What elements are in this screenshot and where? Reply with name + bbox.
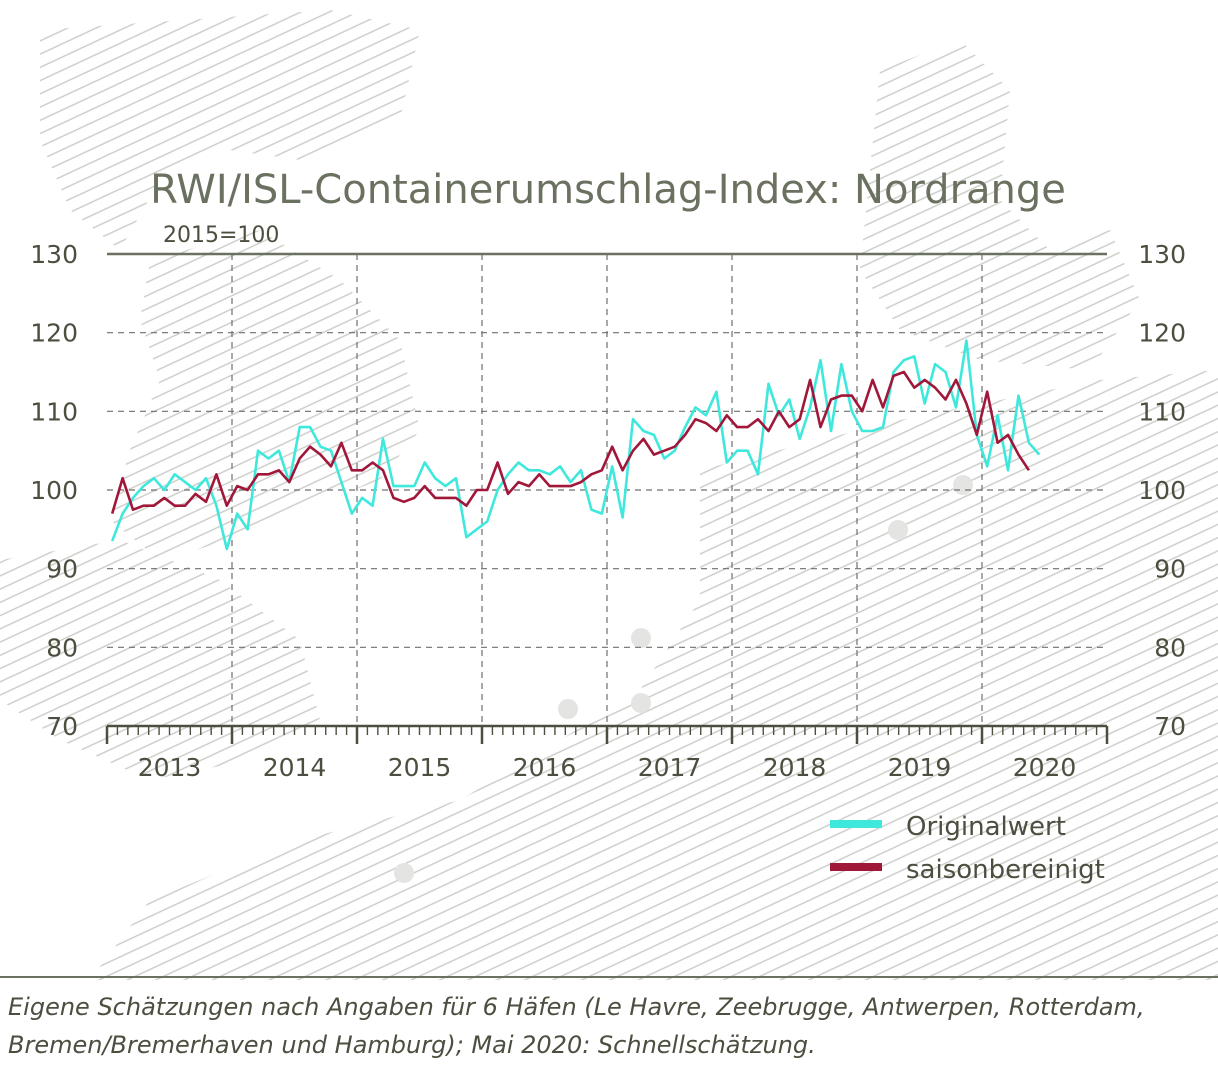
- y-tick-label-left: 120: [30, 319, 78, 348]
- map-background: [0, 10, 1218, 980]
- map-dot: [631, 693, 651, 713]
- map-dot: [953, 475, 973, 495]
- axes: [105, 252, 1109, 744]
- x-year-label: 2019: [888, 753, 952, 782]
- map-region-scandinavia: [860, 40, 1140, 370]
- y-tick-label-right: 130: [1138, 240, 1186, 269]
- map-dot: [631, 628, 651, 648]
- series-lines: [110, 339, 1041, 551]
- y-axis-left: 70 80 90 100 110 120 130: [30, 240, 78, 741]
- x-axis-labels: 2013 2014 2015 2016 2017 2018 2019 2020: [138, 753, 1077, 782]
- chart-subtitle: 2015=100: [163, 223, 279, 248]
- y-axis-right: 70 80 90 100 110 120 130: [1138, 240, 1186, 741]
- y-tick-label-right: 100: [1138, 476, 1186, 505]
- legend-label-saisonbereinigt: saisonbereinigt: [906, 855, 1105, 885]
- x-year-label: 2016: [513, 753, 577, 782]
- series-line-saisonbereinigt: [110, 370, 1030, 514]
- container-index-chart: RWI/ISL-Containerumschlag-Index: Nordran…: [0, 10, 1218, 980]
- y-tick-label-left: 100: [30, 476, 78, 505]
- chart-title: RWI/ISL-Containerumschlag-Index: Nordran…: [150, 167, 1066, 213]
- x-year-label: 2018: [763, 753, 827, 782]
- x-year-label: 2017: [638, 753, 702, 782]
- x-year-label: 2013: [138, 753, 202, 782]
- y-tick-label-right: 80: [1154, 633, 1186, 662]
- y-tick-label-right: 90: [1154, 555, 1186, 584]
- legend: Originalwert saisonbereinigt: [830, 812, 1105, 885]
- map-region-continent: [90, 370, 1218, 980]
- y-tick-label-left: 90: [46, 555, 78, 584]
- y-tick-label-left: 110: [30, 397, 78, 426]
- map-dot: [558, 699, 578, 719]
- y-tick-label-left: 80: [46, 633, 78, 662]
- y-tick-label-left: 130: [30, 240, 78, 269]
- source-caption: Eigene Schätzungen nach Angaben für 6 Hä…: [8, 988, 1208, 1064]
- caption-line-2: Bremen/Bremerhaven und Hamburg); Mai 202…: [8, 1031, 816, 1059]
- y-tick-label-right: 120: [1138, 319, 1186, 348]
- x-year-label: 2020: [1013, 753, 1077, 782]
- map-dot: [394, 863, 414, 883]
- series-line-originalwert: [110, 339, 1041, 551]
- map-region-britain: [110, 230, 420, 560]
- caption-line-1: Eigene Schätzungen nach Angaben für 6 Hä…: [8, 993, 1145, 1021]
- map-region-north: [40, 10, 420, 250]
- map-dot: [888, 520, 908, 540]
- x-year-label: 2015: [388, 753, 452, 782]
- x-year-label: 2014: [263, 753, 327, 782]
- map-region-west: [0, 540, 320, 780]
- y-tick-label-right: 70: [1154, 712, 1186, 741]
- y-tick-label-right: 110: [1138, 397, 1186, 426]
- y-tick-label-left: 70: [46, 712, 78, 741]
- legend-label-originalwert: Originalwert: [906, 812, 1066, 842]
